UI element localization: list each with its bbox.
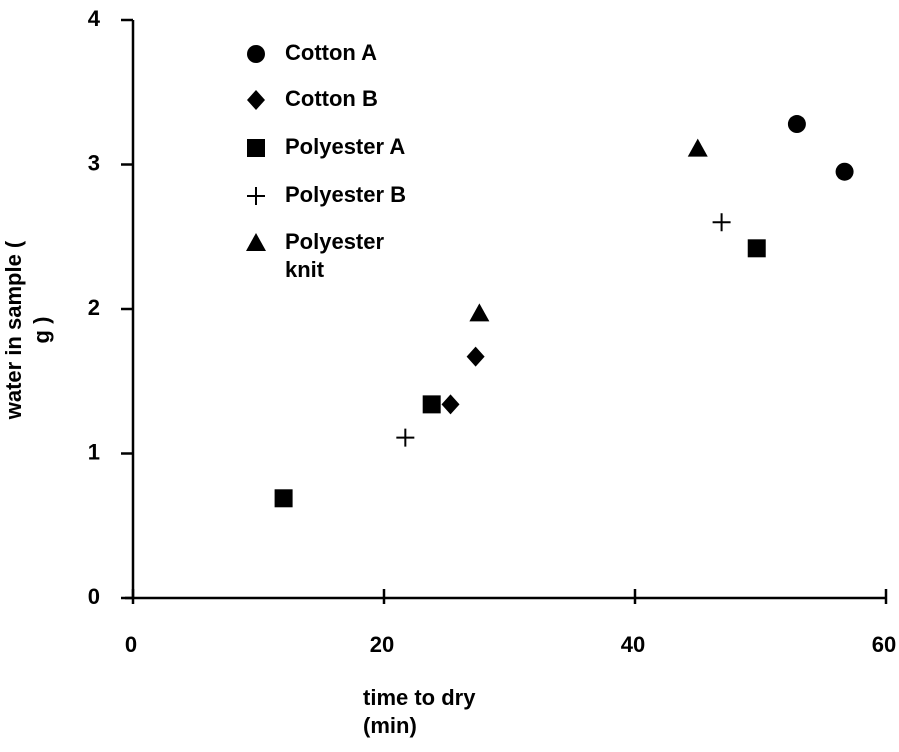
x-tick-label: 0 (125, 632, 137, 657)
x-axis-label: time to dry (min) (363, 685, 476, 738)
y-tick-label: 1 (88, 439, 100, 464)
legend-marker (247, 45, 265, 63)
y-tick-label: 4 (88, 6, 101, 31)
point (747, 239, 766, 258)
point (712, 213, 731, 232)
legend-label: Cotton A (285, 40, 378, 65)
y-tick-label: 0 (88, 584, 100, 609)
point (466, 346, 485, 367)
y-tick-label: 2 (88, 295, 100, 320)
point (274, 489, 293, 508)
legend-marker (246, 233, 266, 251)
point (441, 394, 460, 415)
x-tick-label: 20 (370, 632, 394, 657)
point (687, 138, 708, 157)
legend-marker (247, 187, 265, 205)
point (469, 303, 490, 322)
point (787, 115, 806, 134)
point (422, 395, 441, 414)
y-axis-label: water in sample ( g ) (1, 240, 54, 420)
y-tick-label: 3 (88, 150, 100, 175)
point (835, 162, 854, 181)
legend-label: Polyester A (285, 134, 406, 159)
x-tick-label: 40 (621, 632, 645, 657)
legend-label: Polyester knit (285, 229, 385, 282)
legend-marker (247, 90, 265, 110)
legend-label: Polyester B (285, 182, 407, 207)
x-tick-label: 60 (872, 632, 896, 657)
legend-label: Cotton B (285, 86, 378, 111)
point (396, 428, 415, 447)
legend-marker (247, 139, 265, 157)
